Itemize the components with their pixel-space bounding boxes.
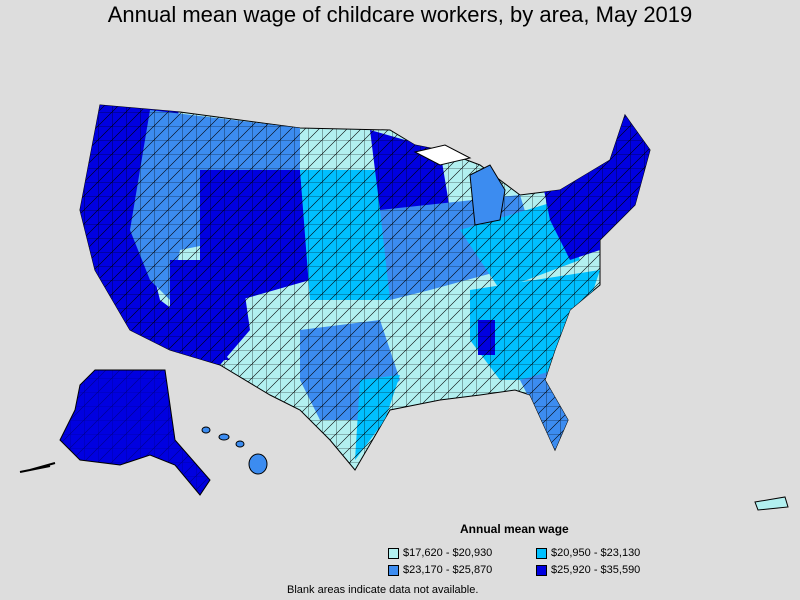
- legend-item-4: $25,920 - $35,590: [536, 563, 686, 577]
- legend-label-4: $25,920 - $35,590: [551, 564, 641, 576]
- legend-swatch-4: [536, 564, 547, 576]
- footnote: Blank areas indicate data not available.: [287, 584, 479, 596]
- legend-title: Annual mean wage: [460, 522, 569, 536]
- michigan-region: [469, 164, 506, 226]
- legend-item-1: $17,620 - $20,930: [388, 546, 536, 560]
- legend-swatch-1: [388, 547, 399, 559]
- legend-label-2: $20,950 - $23,130: [551, 547, 641, 559]
- legend-label-1: $17,620 - $20,930: [403, 547, 493, 559]
- legend-item-2: $20,950 - $23,130: [536, 546, 686, 560]
- legend-swatch-3: [388, 564, 399, 576]
- legend-item-3: $23,170 - $25,870: [388, 563, 536, 577]
- puerto-rico-region: [754, 496, 789, 511]
- alaska-region-mesh: [60, 370, 210, 495]
- legend-label-3: $23,170 - $25,870: [403, 564, 493, 576]
- legend: $17,620 - $20,930 $20,950 - $23,130 $23,…: [388, 546, 686, 577]
- no-data-area: [413, 144, 472, 166]
- map-title: Annual mean wage of childcare workers, b…: [107, 2, 693, 27]
- alaska-aleutian-islands: [19, 462, 56, 473]
- legend-swatch-2: [536, 547, 547, 559]
- hawaii-region: [201, 426, 268, 475]
